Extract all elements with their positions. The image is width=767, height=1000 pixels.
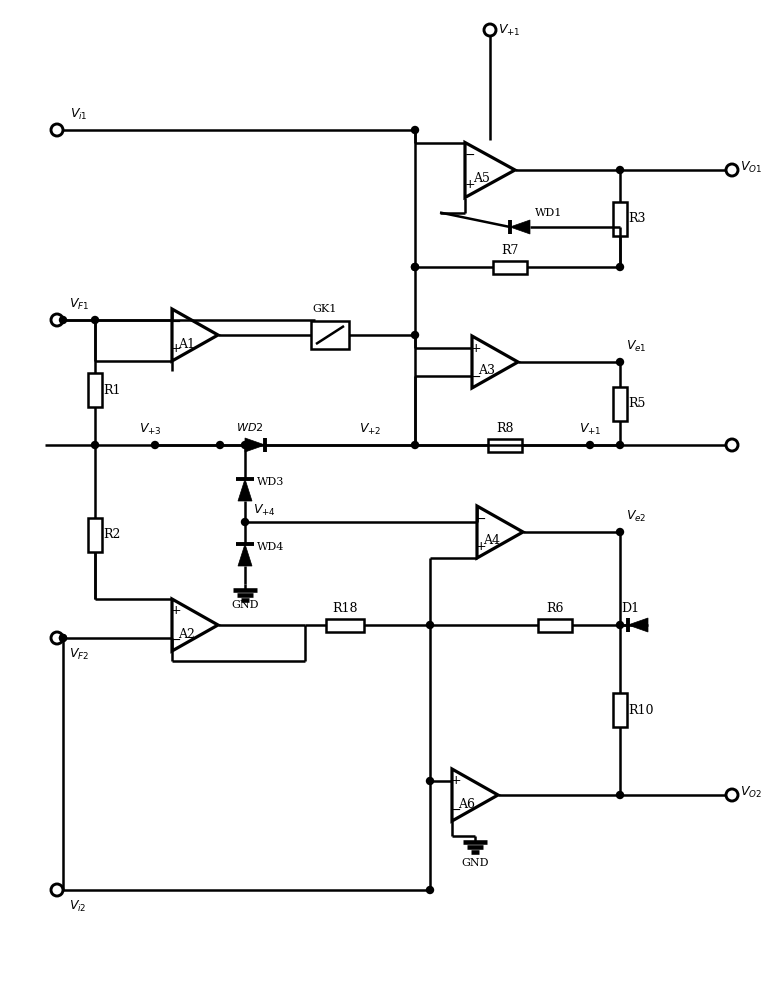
Circle shape: [587, 442, 594, 448]
Text: $V_{+1}$: $V_{+1}$: [578, 421, 601, 437]
Text: $-$: $-$: [476, 512, 486, 524]
Bar: [613, 693, 627, 727]
Text: GK1: GK1: [313, 304, 337, 314]
Text: $-$: $-$: [170, 314, 182, 328]
Circle shape: [426, 778, 433, 784]
Text: A2: A2: [179, 628, 196, 641]
Text: $+$: $+$: [170, 342, 182, 356]
Text: $V_{e1}$: $V_{e1}$: [626, 338, 647, 354]
Text: $V_{F2}$: $V_{F2}$: [69, 646, 89, 662]
Circle shape: [617, 621, 624, 629]
Circle shape: [617, 166, 624, 174]
Circle shape: [412, 332, 419, 338]
Text: $-$: $-$: [170, 633, 182, 646]
Circle shape: [60, 635, 67, 642]
Circle shape: [216, 442, 223, 448]
Bar: [326, 618, 364, 632]
Text: A3: A3: [479, 364, 495, 377]
Text: $V_{O1}$: $V_{O1}$: [740, 159, 762, 175]
Text: $-$: $-$: [450, 802, 462, 816]
Polygon shape: [238, 479, 252, 501]
Polygon shape: [628, 618, 648, 632]
Text: $+$: $+$: [476, 540, 486, 552]
Text: $V_{i2}$: $V_{i2}$: [69, 898, 87, 914]
Polygon shape: [510, 220, 530, 234]
Circle shape: [60, 316, 67, 324]
Circle shape: [426, 886, 433, 894]
Text: R2: R2: [103, 528, 120, 542]
Text: A4: A4: [483, 534, 501, 548]
Text: R18: R18: [332, 602, 357, 615]
Text: WD3: WD3: [257, 477, 285, 487]
Text: $+$: $+$: [470, 342, 482, 355]
Text: D1: D1: [621, 602, 639, 615]
Text: $+$: $+$: [450, 774, 462, 788]
Text: A6: A6: [459, 798, 476, 810]
Circle shape: [242, 442, 249, 448]
Circle shape: [617, 442, 624, 448]
Bar: [538, 618, 572, 632]
Text: $-$: $-$: [470, 369, 482, 382]
Circle shape: [412, 263, 419, 270]
Circle shape: [91, 316, 98, 324]
Bar: [488, 438, 522, 452]
Circle shape: [412, 263, 419, 270]
Text: R6: R6: [546, 602, 564, 615]
Text: R5: R5: [628, 397, 645, 410]
Bar: [88, 373, 102, 407]
Text: R8: R8: [496, 422, 514, 436]
Text: $V_{F1}$: $V_{F1}$: [69, 296, 89, 312]
Circle shape: [412, 126, 419, 133]
Circle shape: [91, 442, 98, 448]
Bar: [613, 386, 627, 420]
Text: $V_{+3}$: $V_{+3}$: [139, 421, 161, 437]
Text: $V_{O2}$: $V_{O2}$: [740, 784, 762, 800]
Text: $V_{+2}$: $V_{+2}$: [359, 421, 381, 437]
Text: GND: GND: [231, 600, 258, 610]
Circle shape: [617, 792, 624, 798]
Circle shape: [617, 359, 624, 365]
Circle shape: [426, 621, 433, 629]
Text: $V_{i1}$: $V_{i1}$: [70, 106, 87, 122]
Text: R3: R3: [628, 212, 646, 225]
Circle shape: [412, 442, 419, 448]
Text: R7: R7: [502, 244, 518, 257]
Text: $V_{e2}$: $V_{e2}$: [626, 508, 647, 524]
Text: R10: R10: [628, 704, 653, 716]
Circle shape: [617, 528, 624, 536]
Text: GND: GND: [461, 858, 489, 868]
Text: R1: R1: [103, 383, 120, 396]
Text: $+$: $+$: [170, 604, 182, 617]
Text: WD1: WD1: [535, 208, 562, 218]
Text: WD4: WD4: [257, 542, 285, 552]
Text: $-$: $-$: [465, 147, 476, 160]
Circle shape: [617, 263, 624, 270]
Circle shape: [60, 635, 67, 642]
Bar: [613, 202, 627, 235]
Text: A1: A1: [179, 338, 196, 351]
Bar: [88, 518, 102, 552]
Text: $V_{+1}$: $V_{+1}$: [498, 22, 521, 38]
Text: A5: A5: [473, 172, 490, 186]
Text: $V_{+4}$: $V_{+4}$: [253, 502, 276, 518]
Polygon shape: [238, 544, 252, 566]
Bar: [493, 260, 527, 273]
Circle shape: [242, 518, 249, 526]
Bar: [311, 321, 349, 349]
Text: $+$: $+$: [464, 178, 476, 190]
Polygon shape: [245, 438, 265, 452]
Text: $WD2$: $WD2$: [236, 421, 264, 433]
Circle shape: [152, 442, 159, 448]
